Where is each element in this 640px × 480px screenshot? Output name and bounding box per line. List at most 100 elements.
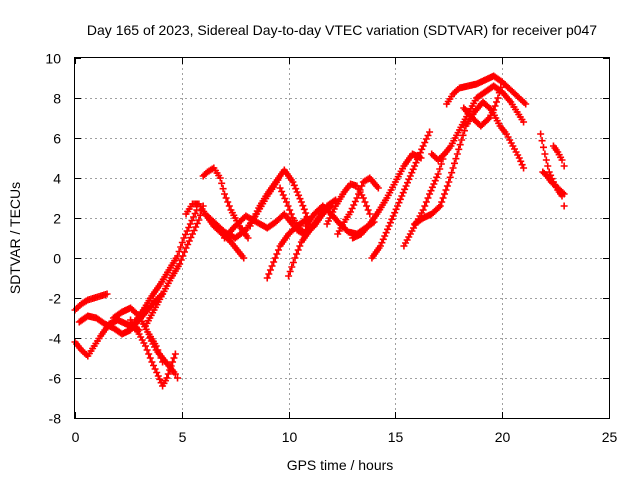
data-point-plus (266, 266, 274, 274)
data-point-plus (274, 246, 282, 254)
data-point-plus (300, 205, 308, 213)
data-point-plus (411, 162, 419, 170)
data-point-plus (177, 256, 185, 264)
data-point-plus (449, 164, 457, 172)
data-point-plus (268, 262, 276, 270)
data-point-plus (424, 194, 432, 202)
data-point-plus (427, 187, 435, 195)
data-point-plus (355, 190, 363, 198)
data-point-plus (171, 370, 179, 378)
data-point-plus (381, 232, 389, 240)
data-point-plus (265, 270, 273, 278)
data-point-plus (490, 106, 498, 114)
data-point-plus (286, 268, 294, 275)
data-point-plus (293, 188, 301, 196)
data-point-plus (495, 89, 503, 97)
data-point-plus (299, 202, 307, 210)
data-point-plus (196, 211, 204, 219)
data-point-plus (363, 202, 371, 210)
data-point-plus (291, 254, 299, 262)
y-tick-label: 4 (53, 171, 61, 187)
data-point-plus (386, 219, 394, 227)
data-point-plus (177, 243, 185, 251)
data-point-plus (294, 246, 302, 254)
x-tick-label: 5 (179, 429, 187, 445)
data-point-plus (497, 83, 505, 91)
data-point-plus (302, 209, 310, 217)
series-arc-23 (411, 98, 528, 228)
y-tick-labels: -8 -6 -4 -2 0 2 4 6 8 10 (45, 51, 61, 427)
data-point-plus (358, 182, 366, 190)
y-axis-label: SDTVAR / TECUs (7, 182, 23, 294)
data-point-plus (180, 248, 188, 256)
data-point-plus (216, 174, 224, 182)
data-point-plus (353, 194, 361, 202)
data-point-plus (285, 272, 293, 280)
data-point-plus (453, 150, 461, 158)
data-point-plus (412, 159, 420, 167)
data-point-plus (494, 94, 502, 102)
data-point-plus (493, 98, 501, 106)
x-tick-label: 0 (72, 429, 80, 445)
data-point-plus (391, 209, 399, 217)
data-point-plus (541, 150, 549, 158)
data-point-plus (396, 195, 404, 203)
data-point-plus (143, 346, 151, 354)
data-point-plus (439, 194, 447, 202)
data-point-plus (560, 202, 568, 210)
data-point-plus (379, 235, 387, 243)
data-point-plus (456, 141, 464, 149)
y-tick-label: 10 (45, 51, 61, 67)
data-point-plus (359, 194, 367, 202)
data-point-plus (297, 198, 305, 206)
data-point-plus (404, 179, 412, 187)
data-point-plus (218, 179, 226, 187)
y-tick-label: -8 (49, 411, 62, 427)
data-point-plus (560, 162, 568, 170)
y-tick-label: -4 (49, 331, 62, 347)
data-point-plus (442, 186, 450, 194)
series-arc-28 (539, 168, 568, 198)
data-point-plus (284, 202, 292, 210)
data-point-plus (376, 242, 384, 250)
data-point-plus (296, 242, 304, 250)
data-point-plus (145, 350, 153, 358)
data-point-plus (544, 162, 552, 170)
data-point-plus (282, 198, 290, 206)
data-point-plus (431, 177, 439, 185)
y-tick-label: 0 (53, 251, 61, 267)
data-point-plus (436, 202, 444, 210)
data-point-plus (273, 250, 281, 258)
data-point-plus (163, 374, 171, 382)
data-point-plus (288, 263, 296, 271)
data-point-plus (537, 130, 545, 138)
data-point-plus (394, 202, 402, 210)
data-point-plus (395, 199, 403, 207)
series-arc-7 (131, 206, 201, 326)
data-point-plus (271, 254, 279, 262)
data-point-plus (179, 252, 187, 260)
data-point-plus (178, 239, 186, 246)
data-point-plus (289, 259, 297, 266)
data-point-plus (287, 210, 295, 218)
series-arc-20 (349, 150, 425, 242)
data-point-plus (399, 189, 407, 197)
data-point-plus (219, 185, 227, 193)
data-point-plus (406, 172, 414, 180)
data-point-plus (170, 354, 178, 362)
data-point-plus (522, 100, 530, 108)
y-tick-label: 2 (53, 211, 61, 227)
data-point-plus (426, 190, 434, 198)
x-tick-label: 25 (602, 429, 618, 445)
data-point-plus (408, 169, 416, 177)
data-point-plus (542, 156, 550, 164)
data-point-plus (169, 358, 177, 366)
data-point-plus (518, 161, 526, 169)
data-point-plus (418, 145, 426, 153)
data-point-plus (416, 149, 424, 157)
data-point-plus (445, 178, 453, 186)
data-point-plus (295, 191, 303, 199)
data-point-plus (296, 195, 304, 203)
data-point-plus (221, 190, 229, 198)
